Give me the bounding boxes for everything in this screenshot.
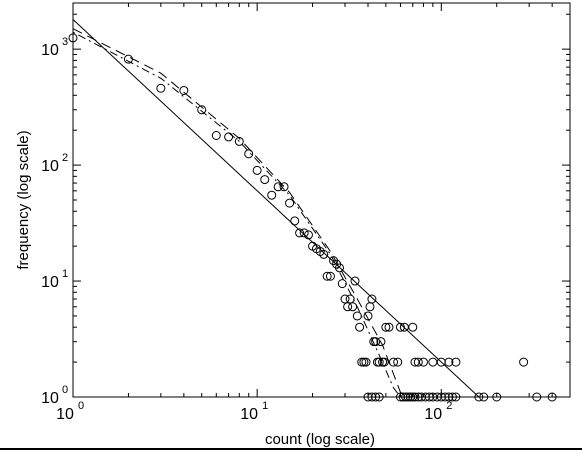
data-point bbox=[381, 322, 391, 332]
data-point bbox=[179, 85, 189, 95]
data-point bbox=[393, 357, 403, 367]
axis-ticks bbox=[72, 3, 571, 398]
data-point bbox=[340, 294, 350, 304]
data-point bbox=[367, 392, 377, 402]
data-point bbox=[374, 357, 384, 367]
y-tick-label: 10 bbox=[41, 158, 59, 175]
data-point bbox=[492, 392, 502, 402]
data-point bbox=[363, 311, 373, 321]
data-point bbox=[352, 311, 362, 321]
bottom-rule bbox=[0, 448, 582, 450]
data-point bbox=[252, 165, 262, 175]
series-line-dotted bbox=[72, 31, 401, 398]
data-point bbox=[348, 302, 358, 312]
y-tick-label-exponent: 3 bbox=[62, 36, 68, 48]
x-axis-label: count (log scale) bbox=[265, 431, 375, 448]
y-tick-label-exponent: 1 bbox=[62, 268, 68, 280]
data-point bbox=[395, 322, 405, 332]
data-point bbox=[295, 228, 305, 238]
y-tick-label: 10 bbox=[41, 274, 59, 291]
data-point bbox=[325, 271, 335, 281]
data-point bbox=[357, 357, 367, 367]
data-point bbox=[299, 228, 309, 238]
data-point bbox=[519, 357, 529, 367]
data-point bbox=[345, 294, 355, 304]
data-point bbox=[384, 322, 394, 332]
data-point bbox=[156, 83, 166, 93]
data-point bbox=[365, 302, 375, 312]
data-point bbox=[322, 271, 332, 281]
data-point bbox=[403, 392, 413, 402]
data-point bbox=[388, 357, 398, 367]
data-point bbox=[319, 249, 329, 259]
data-point bbox=[374, 392, 384, 402]
x-tick-label: 10 bbox=[240, 406, 258, 423]
data-point bbox=[224, 132, 234, 142]
data-point bbox=[343, 302, 353, 312]
data-point bbox=[547, 392, 557, 402]
y-tick-label-exponent: 2 bbox=[62, 152, 68, 164]
y-tick-label: 10 bbox=[41, 42, 59, 59]
x-tick-label-exponent: 2 bbox=[446, 400, 452, 412]
fit-lines bbox=[72, 19, 480, 398]
data-point bbox=[440, 392, 450, 402]
data-point bbox=[260, 175, 270, 185]
data-point bbox=[408, 322, 418, 332]
data-point bbox=[279, 182, 289, 192]
data-point bbox=[267, 190, 277, 200]
y-axis-label: frequency (log scale) bbox=[15, 130, 32, 269]
data-point bbox=[532, 392, 542, 402]
series-line-dashed bbox=[72, 28, 408, 398]
data-point bbox=[371, 337, 381, 347]
data-point bbox=[398, 392, 408, 402]
y-tick-label: 10 bbox=[41, 390, 59, 407]
data-point bbox=[447, 392, 457, 402]
data-point bbox=[303, 230, 313, 240]
data-markers bbox=[68, 33, 557, 402]
data-point bbox=[479, 392, 489, 402]
data-point bbox=[428, 357, 438, 367]
data-point bbox=[355, 322, 365, 332]
data-point bbox=[234, 136, 244, 146]
data-point bbox=[379, 357, 389, 367]
data-point bbox=[451, 392, 461, 402]
data-point bbox=[413, 357, 423, 367]
data-point bbox=[211, 130, 221, 140]
data-point bbox=[410, 392, 420, 402]
series-line-solid bbox=[72, 19, 480, 398]
data-point bbox=[361, 357, 371, 367]
data-point bbox=[401, 392, 411, 402]
data-point bbox=[408, 392, 418, 402]
y-tick-label-exponent: 0 bbox=[62, 384, 68, 396]
data-point bbox=[334, 263, 344, 273]
data-point bbox=[444, 357, 454, 367]
data-point bbox=[350, 276, 360, 286]
data-point bbox=[444, 392, 454, 402]
data-point bbox=[371, 392, 381, 402]
data-point bbox=[123, 54, 133, 64]
x-tick-label-exponent: 0 bbox=[78, 400, 84, 412]
data-point bbox=[376, 337, 386, 347]
x-tick-label: 10 bbox=[424, 406, 442, 423]
x-tick-label-exponent: 1 bbox=[262, 400, 268, 412]
data-point bbox=[413, 392, 423, 402]
data-point bbox=[451, 357, 461, 367]
data-point bbox=[197, 105, 207, 115]
data-point bbox=[244, 149, 254, 159]
data-point bbox=[367, 294, 377, 304]
data-point bbox=[273, 182, 283, 192]
data-point bbox=[474, 392, 484, 402]
data-point bbox=[420, 392, 430, 402]
data-point bbox=[359, 357, 369, 367]
x-tick-label: 10 bbox=[56, 406, 74, 423]
tick-labels: 10 0 10 1 10 210 010 110 210 3 bbox=[41, 36, 452, 423]
data-point bbox=[290, 216, 300, 226]
data-point bbox=[68, 33, 78, 43]
data-point bbox=[337, 279, 347, 289]
data-point bbox=[285, 198, 295, 208]
plot-frame bbox=[72, 2, 571, 398]
data-point bbox=[418, 357, 428, 367]
